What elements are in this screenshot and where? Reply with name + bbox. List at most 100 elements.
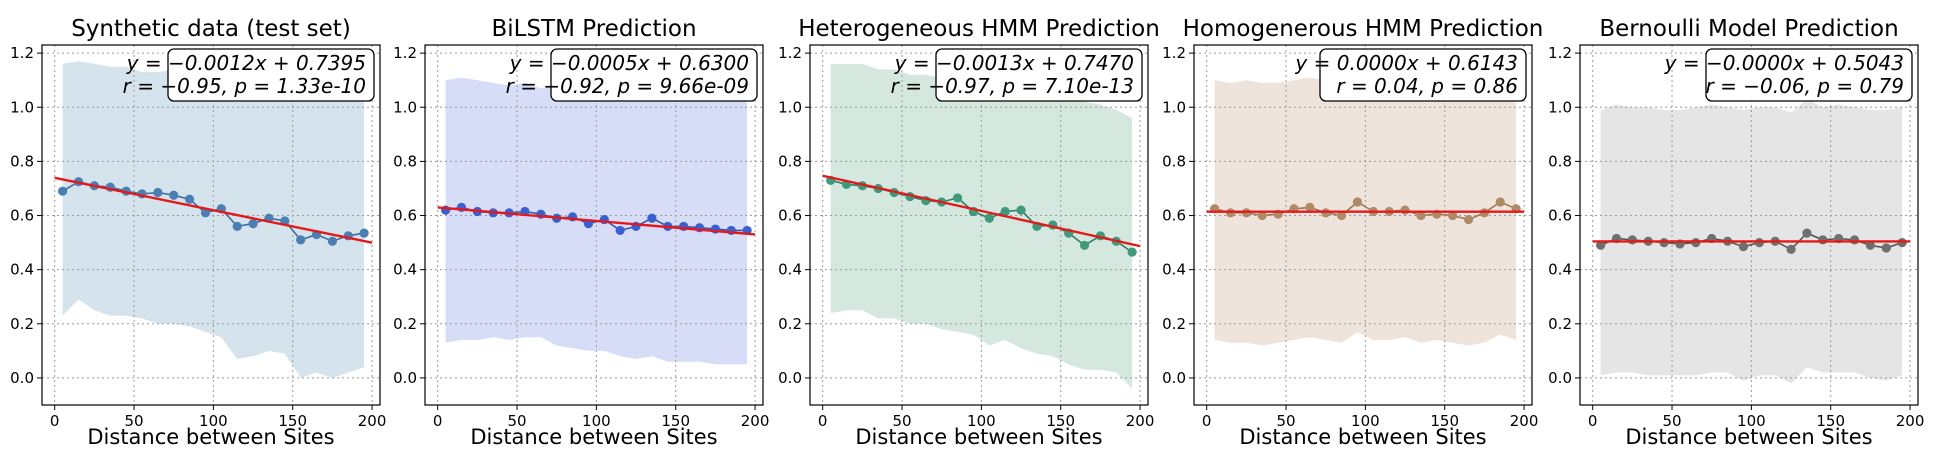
axes-frame [809, 44, 1149, 406]
annotation-line: r = −0.06, p = 0.79 [1706, 74, 1904, 98]
y-tick-label: 1.0 [778, 98, 802, 116]
data-point [984, 213, 994, 223]
annotation-line: r = −0.95, p = 1.33e-10 [123, 74, 366, 98]
panel-title: Synthetic data (test set) [71, 16, 351, 42]
x-tick-label: 100 [1737, 412, 1766, 430]
x-tick-label: 150 [278, 412, 307, 430]
x-tick-label: 200 [741, 412, 770, 430]
annotation-box [935, 48, 1143, 102]
data-point [1336, 210, 1347, 221]
y-tick-label: 0.2 [10, 315, 34, 333]
y-tick-label: 1.2 [10, 44, 34, 62]
plot-area [1194, 45, 1532, 405]
y-tick-label: 0.8 [393, 152, 417, 170]
annotation-line: y = −0.0012x + 0.7395 [126, 51, 366, 75]
annotation-box [550, 48, 758, 102]
data-point [153, 187, 163, 198]
axes-frame [41, 44, 381, 406]
x-tick-label: 0 [1202, 412, 1212, 430]
x-tick-label: 150 [1430, 412, 1459, 430]
data-point [1627, 235, 1637, 245]
data-point [1786, 244, 1796, 254]
y-tick-label: 1.0 [1548, 98, 1572, 116]
annotation-box [167, 48, 375, 102]
panel-title: Bernoulli Model Prediction [1599, 16, 1898, 42]
y-tick-label: 0.4 [778, 261, 802, 279]
y-tick-label: 0.0 [10, 369, 34, 387]
data-point [232, 221, 242, 231]
y-tick-label: 0.4 [393, 261, 417, 279]
x-tick-label: 200 [1126, 412, 1155, 430]
data-point [1596, 240, 1606, 250]
y-tick-label: 0.2 [1162, 315, 1186, 333]
panel-3: Heterogeneous HMM Prediction 0 50 100 150 200… [778, 16, 1160, 449]
y-tick-label: 0.8 [1162, 152, 1186, 170]
y-tick-label: 1.0 [393, 98, 417, 116]
data-point [1000, 206, 1010, 217]
x-tick-label: 0 [818, 412, 828, 430]
annotation-line: r = 0.04, p = 0.86 [1336, 74, 1518, 98]
plot-area [1580, 45, 1918, 405]
x-tick-label: 100 [199, 412, 228, 430]
plot-area [810, 45, 1148, 405]
annotation-box [1705, 48, 1913, 102]
data-point [1818, 235, 1828, 245]
plot-area [425, 45, 763, 405]
y-tick-label: 0.0 [1162, 369, 1186, 387]
x-tick-label: 50 [507, 412, 526, 430]
y-tick-label: 0.4 [1548, 261, 1572, 279]
data-point [1416, 210, 1426, 221]
x-tick-label: 50 [124, 412, 143, 430]
data-point [296, 235, 306, 245]
x-tick-label: 0 [1588, 412, 1598, 430]
panel-5: Bernoulli Model Prediction 0 50 100 150 200 0.… [1548, 16, 1924, 449]
panel-title: Homogenerous HMM Prediction [1183, 16, 1544, 42]
y-tick-label: 0.8 [778, 152, 802, 170]
y-tick-label: 0.6 [1162, 207, 1186, 225]
y-tick-label: 0.2 [778, 315, 802, 333]
y-tick-label: 0.0 [1548, 369, 1572, 387]
x-tick-label: 100 [582, 412, 611, 430]
data-point [647, 213, 657, 223]
data-point [952, 193, 963, 203]
regression-line [822, 174, 1141, 248]
y-tick-label: 0.6 [778, 207, 802, 225]
x-tick-label: 0 [50, 412, 60, 430]
y-tick-label: 0.0 [393, 369, 417, 387]
data-point [1448, 210, 1458, 221]
x-axis-label: Distance between Sites [87, 425, 334, 449]
y-tick-label: 0.6 [393, 207, 417, 225]
x-tick-label: 150 [1046, 412, 1075, 430]
data-point [1016, 205, 1026, 215]
annotation-box [1319, 48, 1527, 102]
panel-2: BiLSTM Prediction 0 50 100 150 200 0.0 0.2 0.4 0.… [393, 16, 769, 449]
y-tick-label: 1.2 [1162, 44, 1186, 62]
x-tick-label: 150 [661, 412, 690, 430]
axes-frame [424, 44, 764, 406]
annotation-line: y = −0.0005x + 0.6300 [509, 51, 749, 75]
y-tick-label: 1.0 [10, 98, 34, 116]
annotation-line: r = −0.97, p = 7.10e-13 [891, 74, 1134, 98]
y-tick-label: 0.6 [10, 207, 34, 225]
x-tick-label: 50 [892, 412, 911, 430]
annotation-line: y = −0.0000x + 0.5043 [1664, 51, 1904, 75]
x-axis-label: Distance between Sites [855, 425, 1102, 449]
x-tick-label: 100 [1351, 412, 1380, 430]
axes-frame [1193, 44, 1533, 406]
x-tick-label: 0 [433, 412, 443, 430]
x-tick-label: 200 [1510, 412, 1539, 430]
data-point [359, 228, 369, 238]
annotation-line: r = −0.92, p = 9.66e-09 [506, 74, 749, 98]
y-tick-label: 0.6 [1548, 207, 1572, 225]
data-point [615, 225, 625, 236]
data-point [248, 219, 258, 229]
y-tick-label: 0.8 [1548, 152, 1572, 170]
x-axis-label: Distance between Sites [470, 425, 717, 449]
x-tick-label: 50 [1276, 412, 1295, 430]
panel-title: Heterogeneous HMM Prediction [798, 16, 1160, 42]
data-point [1400, 205, 1410, 215]
data-point [200, 208, 211, 218]
x-tick-label: 150 [1816, 412, 1845, 430]
y-tick-label: 1.0 [1162, 98, 1186, 116]
